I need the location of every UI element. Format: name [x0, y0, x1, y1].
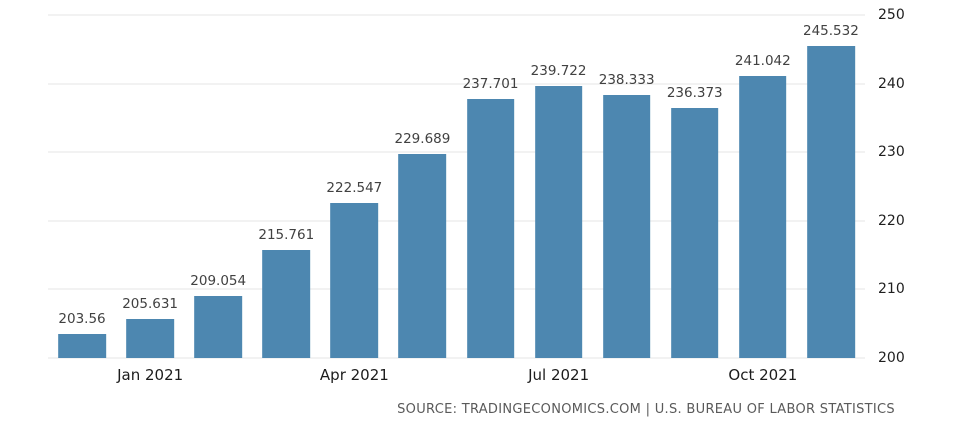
bar-slot: 215.761 [252, 15, 320, 358]
bar-value-label: 205.631 [122, 296, 179, 313]
bar-sep-2021[interactable] [670, 108, 719, 358]
bar-jan-2021[interactable] [126, 319, 174, 358]
bar-mar-2021[interactable] [262, 249, 311, 358]
bar-dec-2020[interactable] [58, 333, 106, 358]
bar-oct-2021[interactable] [738, 76, 787, 358]
bar-jul-2021[interactable] [534, 85, 583, 358]
y-axis: 200 210 220 230 240 250 [878, 7, 968, 366]
y-axis-tick-label: 220 [878, 212, 905, 229]
bar-value-label: 209.054 [190, 272, 247, 289]
bars-row: 203.56 205.631 209.054 215.761 222.547 229.68… [48, 15, 865, 358]
source-attribution: SOURCE: TRADINGECONOMICS.COM | U.S. BURE… [397, 402, 895, 417]
x-axis-tick-label: Apr 2021 [319, 366, 389, 384]
bar-slot: 222.547 [320, 15, 388, 358]
x-axis-tick-label: Jul 2021 [528, 366, 590, 384]
y-axis-tick-label: 210 [878, 281, 905, 298]
bar-slot: 238.333 [593, 15, 661, 358]
x-axis-tick-label: Oct 2021 [728, 366, 798, 384]
bar-slot: 239.722 [525, 15, 593, 358]
bar-slot: 229.689 [388, 15, 456, 358]
bar-value-label: 245.532 [802, 22, 859, 39]
bar-may-2021[interactable] [398, 154, 447, 358]
y-axis-tick-label: 240 [878, 75, 905, 92]
bar-value-label: 237.701 [462, 76, 519, 93]
bar-value-label: 236.373 [666, 85, 723, 102]
bar-value-label: 229.689 [394, 131, 451, 148]
bar-value-label: 239.722 [530, 62, 587, 79]
bar-slot: 205.631 [116, 15, 184, 358]
bar-slot: 245.532 [797, 15, 865, 358]
gridline [48, 151, 865, 153]
bar-slot: 241.042 [729, 15, 797, 358]
bar-slot: 203.56 [48, 15, 116, 358]
bar-nov-2021[interactable] [807, 45, 855, 358]
y-axis-tick-label: 200 [878, 350, 905, 366]
bar-slot: 236.373 [661, 15, 729, 358]
bar-aug-2021[interactable] [602, 95, 651, 358]
gridline [48, 288, 865, 290]
gridline [48, 220, 865, 222]
x-axis: Jan 2021 Apr 2021 Jul 2021 Oct 2021 [48, 366, 865, 388]
bar-value-label: 203.56 [58, 310, 106, 327]
bar-value-label: 238.333 [598, 72, 655, 89]
gridline [48, 83, 865, 85]
bar-value-label: 215.761 [258, 226, 315, 243]
gridline [48, 14, 865, 16]
bar-value-label: 241.042 [734, 53, 791, 70]
gridline [48, 357, 865, 359]
bar-value-label: 222.547 [326, 180, 383, 197]
x-axis-tick-label: Jan 2021 [117, 366, 184, 384]
bar-slot: 237.701 [456, 15, 524, 358]
y-axis-tick-label: 250 [878, 7, 905, 23]
bar-slot: 209.054 [184, 15, 252, 358]
plot-area: 203.56 205.631 209.054 215.761 222.547 229.68… [48, 14, 865, 359]
bar-jun-2021[interactable] [466, 99, 515, 358]
y-axis-tick-label: 230 [878, 144, 905, 161]
bar-feb-2021[interactable] [194, 295, 243, 358]
bar-apr-2021[interactable] [330, 203, 379, 358]
